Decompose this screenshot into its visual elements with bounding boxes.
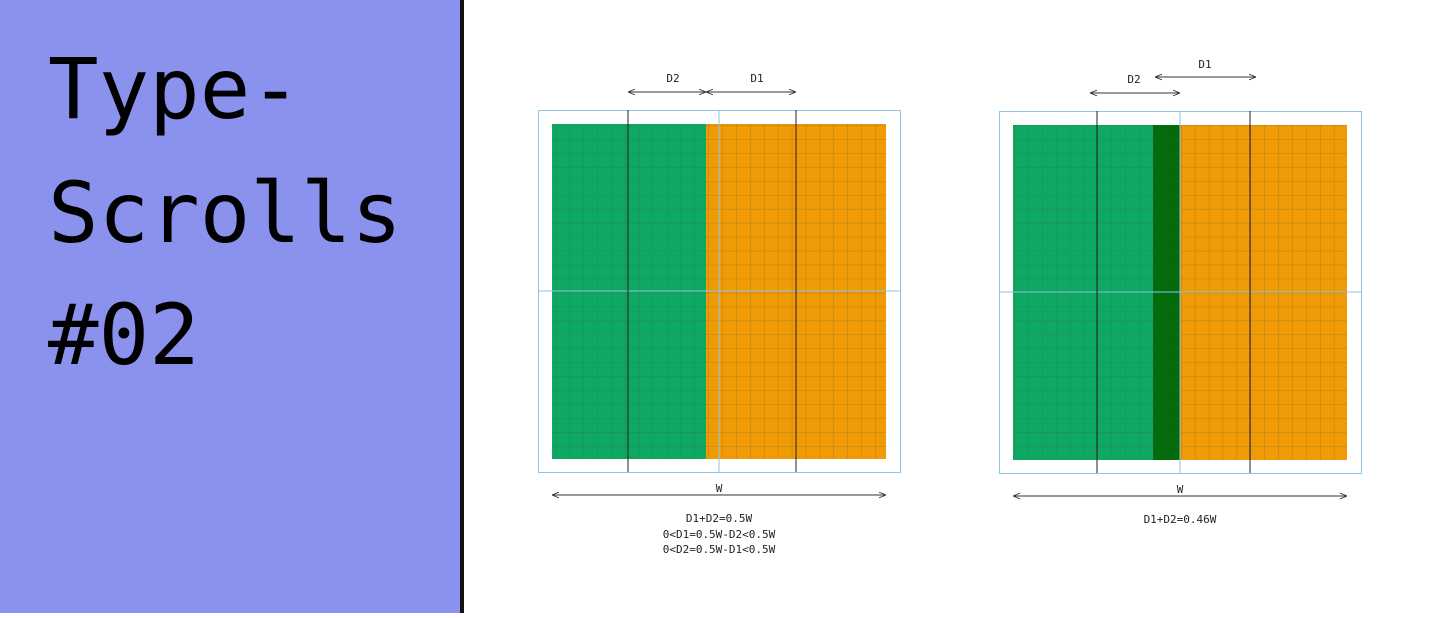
formula: 0<D2=0.5W-D1<0.5W bbox=[663, 543, 776, 556]
label: D2 bbox=[1127, 73, 1140, 86]
divider bbox=[460, 0, 464, 613]
formula: 0<D1=0.5W-D2<0.5W bbox=[663, 528, 776, 541]
label: W bbox=[1177, 483, 1184, 496]
title-line: Type- bbox=[48, 40, 301, 138]
title-line: #02 bbox=[48, 286, 200, 384]
side-panel bbox=[0, 0, 460, 613]
label: D2 bbox=[666, 72, 679, 85]
diagram: D2 D1 W D1+D2=0.5W 0<D1=0.5W-D2<0.5W 0<D… bbox=[538, 72, 901, 556]
diagram: D2 D1 W D1+D2=0.46W bbox=[999, 58, 1362, 526]
label: D1 bbox=[750, 72, 763, 85]
formula: D1+D2=0.46W bbox=[1144, 513, 1217, 526]
formula: D1+D2=0.5W bbox=[686, 512, 753, 525]
label: D1 bbox=[1198, 58, 1211, 71]
title-line: Scrolls bbox=[48, 164, 402, 262]
label: W bbox=[716, 482, 723, 495]
